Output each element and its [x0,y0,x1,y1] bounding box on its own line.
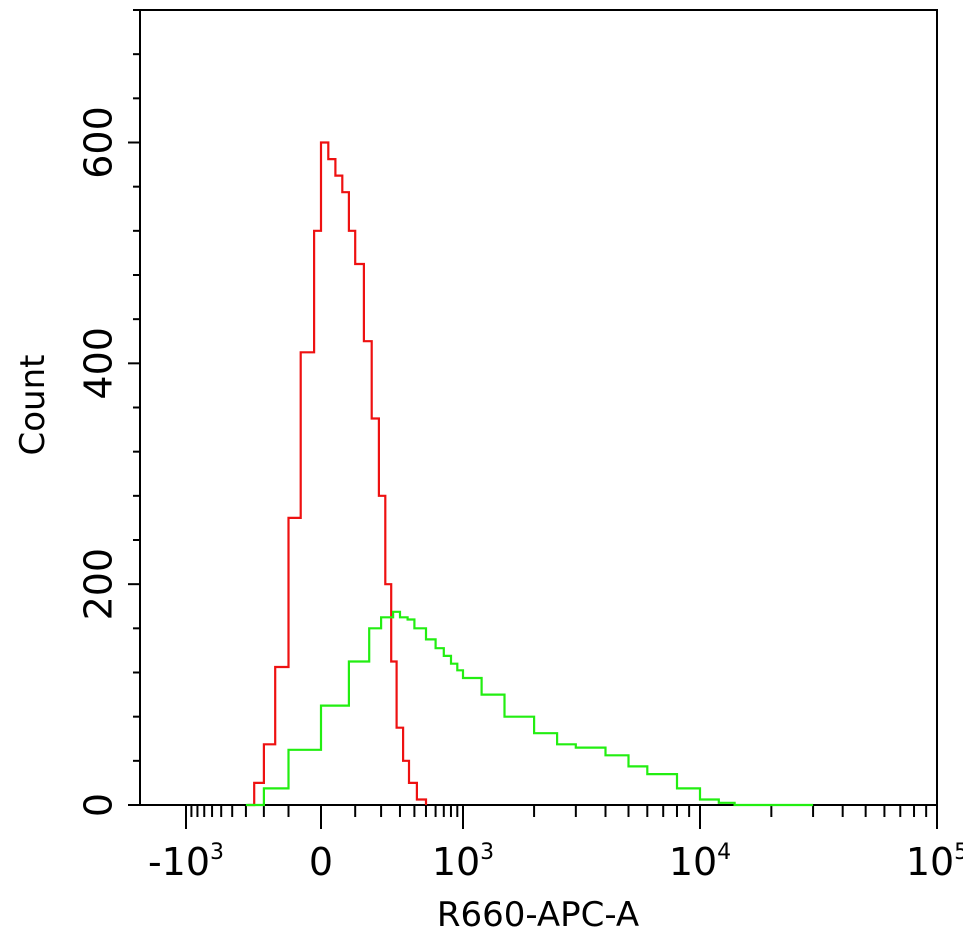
x-tick-label: -103 [148,840,224,884]
y-axis-ticks: 0 200 400 600 [77,9,140,817]
green-series-line [245,610,814,807]
y-axis-title: Count [13,355,53,456]
x-tick-label: 0 [309,840,333,884]
x-tick-label: 105 [906,840,963,884]
plot-frame [139,9,938,806]
red-series-line [247,141,428,807]
x-tick-label: 104 [669,840,731,884]
y-tick-label: 200 [77,548,121,621]
x-axis-ticks: -103 0 103 104 105 [148,805,963,884]
y-tick-label: 600 [77,106,121,179]
x-tick-label: 103 [432,840,494,884]
y-tick-label: 0 [77,793,121,817]
x-axis-title: R660-APC-A [437,895,639,935]
y-tick-label: 400 [77,327,121,400]
series-layer [245,141,814,807]
